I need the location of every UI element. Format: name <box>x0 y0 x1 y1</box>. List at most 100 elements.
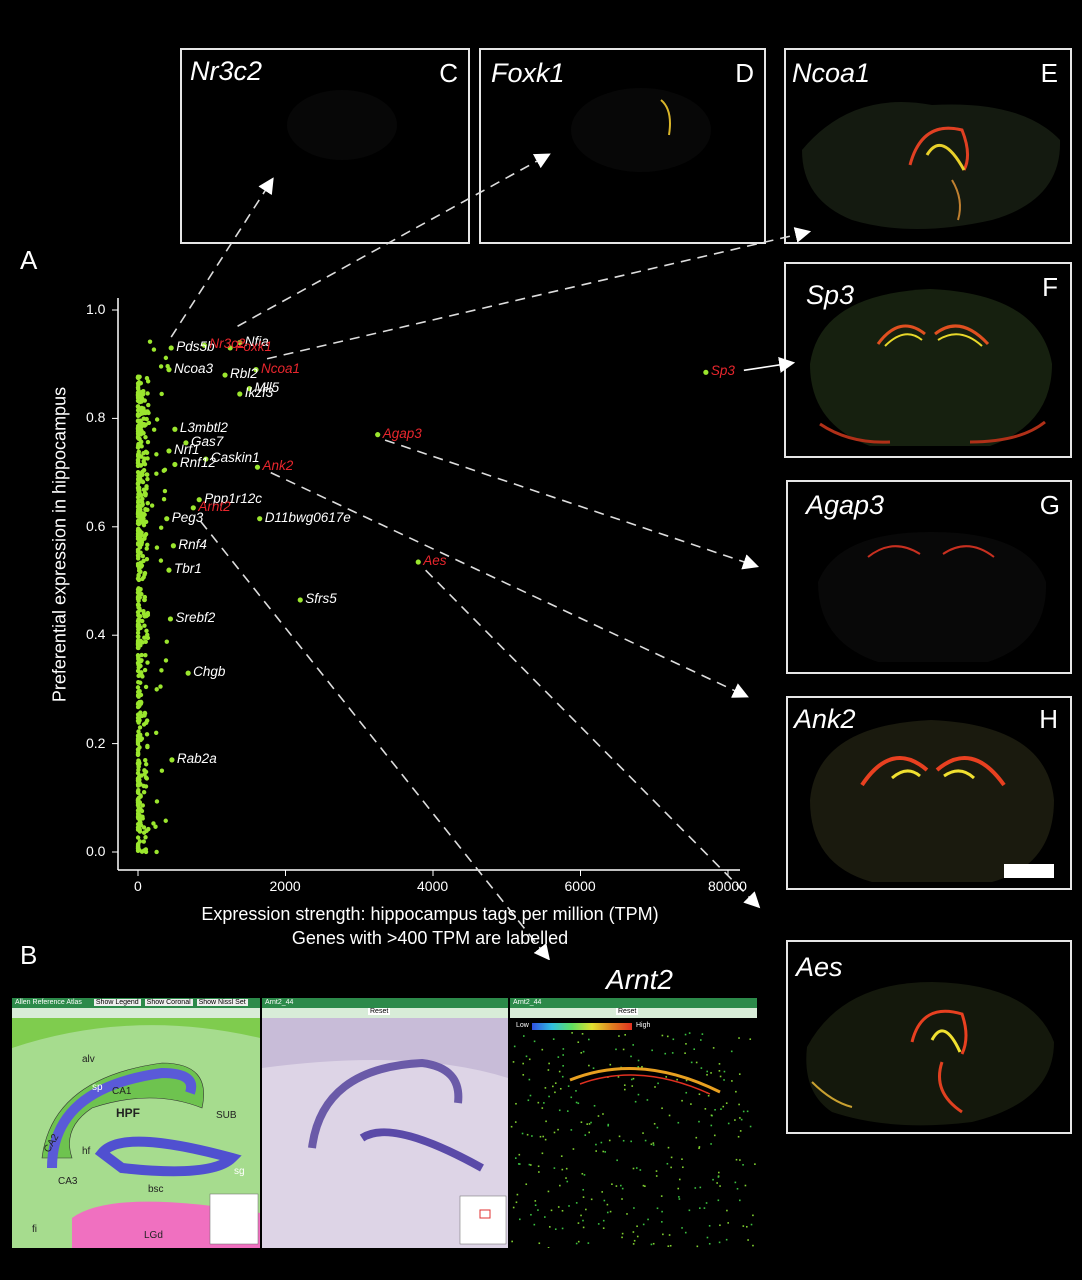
expression-toolbar[interactable]: Reset <box>510 1008 757 1018</box>
expression-dot <box>632 1243 635 1245</box>
expression-dot <box>698 1147 700 1150</box>
expression-dot <box>559 1184 561 1187</box>
expression-dot <box>582 1050 585 1053</box>
expression-dot <box>742 1164 744 1166</box>
expression-dot <box>588 1064 590 1067</box>
expression-dot <box>695 1061 698 1064</box>
expression-dot <box>621 1236 623 1239</box>
expression-dot <box>667 1245 670 1248</box>
data-point <box>146 402 151 408</box>
data-point <box>145 476 150 482</box>
expression-dot <box>637 1093 640 1096</box>
data-point <box>140 814 145 819</box>
dashed-arrow <box>425 569 761 909</box>
expression-dot <box>567 1085 570 1087</box>
expression-dot <box>562 1065 564 1067</box>
expression-dot <box>739 1117 741 1119</box>
data-point <box>138 432 144 437</box>
expression-dot <box>630 1078 633 1081</box>
expression-reset-button[interactable]: Reset <box>616 1008 639 1015</box>
expression-dot <box>651 1049 653 1052</box>
data-point <box>135 718 141 724</box>
expression-dot <box>608 1139 611 1142</box>
data-point <box>137 782 142 788</box>
expression-dot <box>543 1102 545 1104</box>
expression-dot <box>606 1203 609 1206</box>
data-point <box>164 639 169 644</box>
atlas-label-sub: SUB <box>216 1110 237 1121</box>
data-point <box>153 730 159 735</box>
atlas-toolbar[interactable] <box>12 1008 260 1018</box>
expression-dot <box>587 1242 590 1244</box>
show-legend-button[interactable]: Show Legend <box>93 999 141 1006</box>
expression-dot <box>510 1125 513 1128</box>
expression-dot <box>582 1226 585 1229</box>
expression-dot <box>652 1142 655 1144</box>
expression-dot <box>727 1122 730 1125</box>
data-point <box>143 684 149 690</box>
data-point <box>162 467 168 472</box>
expression-dot <box>561 1075 564 1078</box>
expression-dot <box>581 1172 584 1175</box>
atlas-titlebar: Allen Reference Atlas Show Legend Show C… <box>12 998 260 1008</box>
data-point <box>144 613 149 619</box>
data-point <box>151 347 157 352</box>
data-point <box>136 623 141 629</box>
data-point <box>139 849 145 854</box>
expression-dot <box>678 1196 680 1198</box>
gene-label-ncoa1: Ncoa1 <box>261 360 301 376</box>
gene-label-srebf2: Srebf2 <box>175 609 216 625</box>
expression-dot <box>621 1232 624 1235</box>
data-point <box>138 806 143 812</box>
labelled-point <box>172 426 178 432</box>
expression-dot <box>666 1035 669 1038</box>
expression-dot <box>580 1214 582 1217</box>
data-point <box>149 503 155 508</box>
data-point <box>135 770 141 776</box>
expression-dot <box>630 1055 632 1058</box>
expression-dot <box>588 1038 590 1041</box>
figure-letter-b: B <box>20 940 38 970</box>
expression-dot <box>595 1143 597 1146</box>
data-point <box>138 692 144 698</box>
expression-dot <box>518 1153 521 1156</box>
data-point <box>136 602 142 608</box>
expression-dot <box>720 1108 722 1110</box>
ish-titlebar: Arnt2_44 <box>262 998 508 1008</box>
data-point <box>138 643 143 648</box>
labelled-point <box>415 559 421 565</box>
expression-pane: Arnt2_44 Reset Low High <box>510 998 757 1248</box>
ish-toolbar[interactable]: Reset <box>262 1008 508 1018</box>
expression-dot <box>565 1167 568 1170</box>
expression-dot <box>522 1035 525 1037</box>
expression-dot <box>650 1243 653 1246</box>
expression-dot <box>607 1123 610 1126</box>
y-tick-label: 0.4 <box>86 626 106 643</box>
x-tick-label: 4000 <box>417 878 449 894</box>
ish-reset-button[interactable]: Reset <box>368 1008 391 1015</box>
expression-dot <box>752 1244 754 1247</box>
show-coronal-button[interactable]: Show Coronal <box>144 999 193 1006</box>
panel-c-gene: Nr3c2 <box>190 56 263 86</box>
expression-dot <box>632 1231 635 1233</box>
expression-dot <box>653 1122 656 1125</box>
data-point <box>144 416 149 422</box>
expression-dot <box>611 1183 613 1186</box>
expression-dot <box>665 1076 668 1078</box>
data-point <box>143 491 148 497</box>
data-point <box>136 774 142 779</box>
x-tick-label: 2000 <box>269 878 301 894</box>
labelled-point <box>168 345 174 351</box>
expression-dot <box>657 1082 659 1085</box>
expression-dot <box>712 1047 715 1049</box>
expression-dot <box>626 1213 628 1215</box>
expression-dot <box>558 1109 561 1112</box>
data-point <box>141 450 146 456</box>
expression-dot <box>602 1219 605 1222</box>
legend-low: Low <box>516 1022 529 1029</box>
data-point <box>141 722 147 727</box>
data-point <box>135 752 141 757</box>
expression-dot <box>570 1096 573 1099</box>
show-nissl-button[interactable]: Show Nissl Set <box>196 999 248 1006</box>
expression-dot <box>632 1167 635 1170</box>
